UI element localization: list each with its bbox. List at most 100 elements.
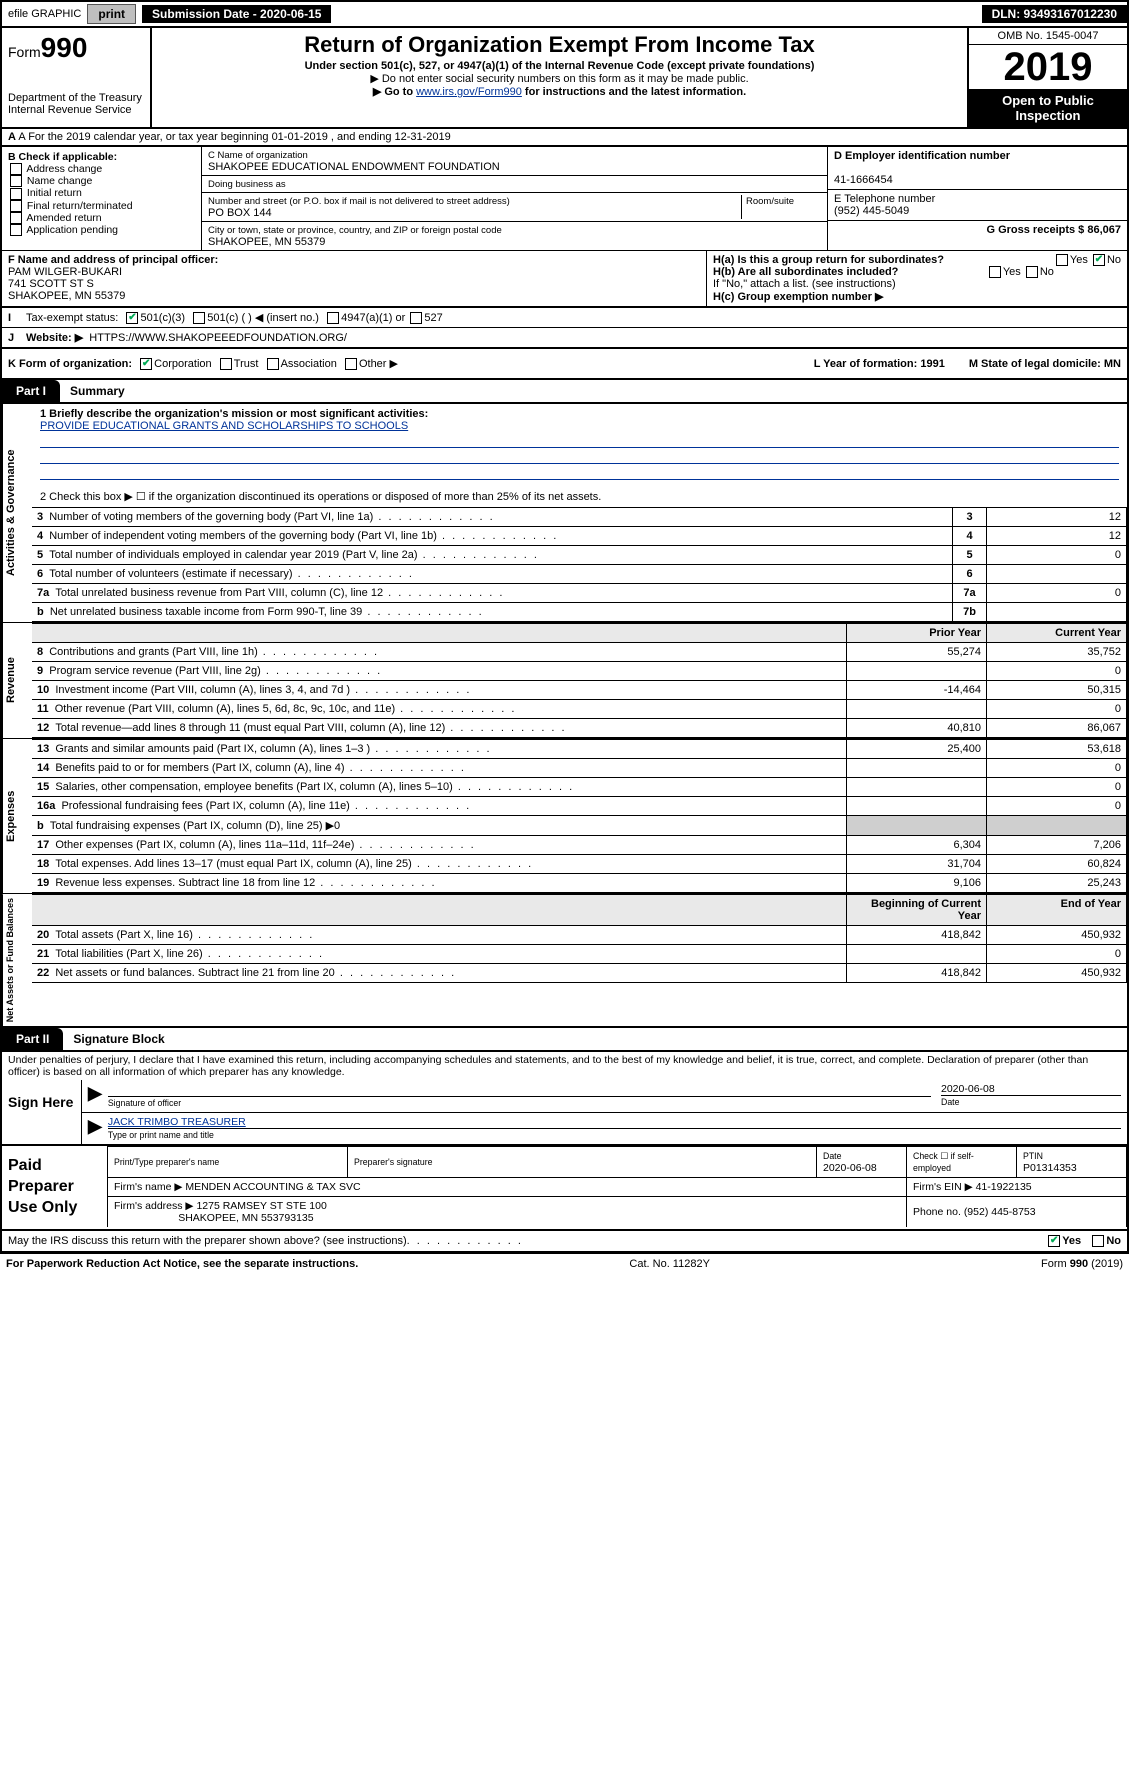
firm-phone-lbl: Phone no.: [913, 1206, 961, 1218]
form-subtitle: Under section 501(c), 527, or 4947(a)(1)…: [158, 60, 961, 72]
table-row: 22 Net assets or fund balances. Subtract…: [32, 964, 1127, 983]
state-domicile: M State of legal domicile: MN: [969, 358, 1121, 370]
org-city: SHAKOPEE, MN 55379: [208, 236, 325, 248]
ha-yes[interactable]: [1056, 254, 1068, 266]
chk-assoc[interactable]: [267, 358, 279, 370]
hb-yes[interactable]: [989, 266, 1001, 278]
preparer-label: Paid Preparer Use Only: [2, 1146, 107, 1228]
chk-corp[interactable]: [140, 358, 152, 370]
table-row: 16a Professional fundraising fees (Part …: [32, 797, 1127, 816]
rev-table: Prior Year Current Year 8 Contributions …: [32, 623, 1127, 738]
rev-section: Revenue Prior Year Current Year 8 Contri…: [0, 623, 1129, 739]
chk-address-change[interactable]: [10, 163, 22, 175]
firm-phone: (952) 445-8753: [964, 1206, 1036, 1218]
row-j: J Website: ▶ HTTPS://WWW.SHAKOPEEEDFOUND…: [0, 328, 1129, 349]
opt-other: Other ▶: [359, 357, 398, 370]
table-row: 19 Revenue less expenses. Subtract line …: [32, 874, 1127, 893]
ha-no[interactable]: [1093, 254, 1105, 266]
uline-1: [40, 434, 1119, 448]
irs-link[interactable]: www.irs.gov/Form990: [416, 86, 522, 98]
chk-name-change[interactable]: [10, 175, 22, 187]
form-prefix: Form: [8, 44, 41, 60]
chk-527[interactable]: [410, 312, 422, 324]
table-row: 6 Total number of volunteers (estimate i…: [32, 565, 1127, 584]
hc-label: H(c) Group exemption number ▶: [713, 291, 883, 303]
hb-no[interactable]: [1026, 266, 1038, 278]
prep-date-hdr: Date: [823, 1151, 841, 1161]
open-public-badge: Open to Public Inspection: [969, 89, 1127, 127]
hb-label: H(b) Are all subordinates included?: [713, 266, 898, 278]
table-row: 12 Total revenue—add lines 8 through 11 …: [32, 719, 1127, 738]
chk-initial-return[interactable]: [10, 188, 22, 200]
phone-value: (952) 445-5049: [834, 205, 909, 217]
exp-section: Expenses 13 Grants and similar amounts p…: [0, 739, 1129, 894]
rev-hdr-curr: Current Year: [987, 624, 1127, 643]
row-i: I Tax-exempt status: 501(c)(3) 501(c) ( …: [0, 308, 1129, 328]
officer-addr1: 741 SCOTT ST S: [8, 278, 94, 290]
part2-tab: Part II: [2, 1028, 63, 1050]
chk-trust[interactable]: [220, 358, 232, 370]
row-fh: F Name and address of principal officer:…: [0, 250, 1129, 308]
row-klm: K Form of organization: Corporation Trus…: [0, 349, 1129, 380]
sign-here-label: Sign Here: [2, 1080, 82, 1144]
row-a-text: A For the 2019 calendar year, or tax yea…: [18, 131, 450, 143]
discuss-text: May the IRS discuss this return with the…: [8, 1235, 407, 1247]
block-bcde: B Check if applicable: Address change Na…: [0, 147, 1129, 250]
gov-vlabel: Activities & Governance: [2, 404, 32, 622]
part2-header: Part II Signature Block: [0, 1028, 1129, 1052]
prep-check-hdr: Check ☐ if self-employed: [913, 1151, 974, 1173]
net-hdr-beg: Beginning of Current Year: [847, 895, 987, 926]
discuss-no[interactable]: [1092, 1235, 1104, 1247]
firm-name: MENDEN ACCOUNTING & TAX SVC: [185, 1181, 360, 1193]
sig-arrow-1: ▶: [88, 1083, 102, 1109]
sig-arrow-2: ▶: [88, 1116, 102, 1141]
submission-date: Submission Date - 2020-06-15: [142, 5, 331, 23]
sig-date-label: Date: [941, 1097, 959, 1107]
chk-other[interactable]: [345, 358, 357, 370]
ha-label: H(a) Is this a group return for subordin…: [713, 254, 944, 266]
mission-label: 1 Briefly describe the organization's mi…: [40, 408, 428, 420]
footer-left: For Paperwork Reduction Act Notice, see …: [6, 1258, 358, 1270]
table-row: 11 Other revenue (Part VIII, column (A),…: [32, 700, 1127, 719]
part2-title: Signature Block: [63, 1028, 174, 1050]
opt-trust: Trust: [234, 358, 259, 370]
hb-note: If "No," attach a list. (see instruction…: [713, 278, 1121, 290]
signer-name-link[interactable]: JACK TRIMBO TREASURER: [108, 1116, 246, 1128]
prep-ptin: P01314353: [1023, 1162, 1077, 1174]
org-name-label: C Name of organization: [208, 150, 308, 161]
net-table: Beginning of Current Year End of Year 20…: [32, 894, 1127, 983]
form-org-label: K Form of organization:: [8, 358, 132, 370]
note2-pre: ▶ Go to: [373, 86, 416, 98]
chk-amended[interactable]: [10, 212, 22, 224]
city-label: City or town, state or province, country…: [208, 225, 502, 236]
gross-receipts: G Gross receipts $ 86,067: [986, 224, 1121, 236]
sign-block: Sign Here ▶ Signature of officer 2020-06…: [0, 1080, 1129, 1146]
firm-ein-lbl: Firm's EIN ▶: [913, 1181, 973, 1193]
row-a: A A For the 2019 calendar year, or tax y…: [0, 129, 1129, 147]
net-vlabel: Net Assets or Fund Balances: [2, 894, 32, 1026]
footer-cat: Cat. No. 11282Y: [629, 1258, 710, 1270]
part1-title: Summary: [60, 380, 135, 402]
opt-4947: 4947(a)(1) or: [341, 312, 405, 324]
org-address: PO BOX 144: [208, 207, 272, 219]
print-button[interactable]: print: [87, 4, 136, 24]
opt-amended: Amended return: [26, 212, 101, 224]
sig-officer-label: Signature of officer: [108, 1098, 181, 1108]
col-de: D Employer identification number 41-1666…: [827, 147, 1127, 250]
preparer-block: Paid Preparer Use Only Print/Type prepar…: [0, 1146, 1129, 1230]
chk-501c[interactable]: [193, 312, 205, 324]
opt-501c3: 501(c)(3): [140, 312, 185, 324]
chk-501c3[interactable]: [126, 312, 138, 324]
discuss-yes[interactable]: [1048, 1235, 1060, 1247]
chk-final-return[interactable]: [10, 200, 22, 212]
net-hdr-blank: [32, 895, 847, 926]
table-row: 4 Number of independent voting members o…: [32, 527, 1127, 546]
chk-app-pending[interactable]: [10, 224, 22, 236]
table-row: 21 Total liabilities (Part X, line 26) 0: [32, 945, 1127, 964]
table-row: 9 Program service revenue (Part VIII, li…: [32, 662, 1127, 681]
chk-4947[interactable]: [327, 312, 339, 324]
gov-section: Activities & Governance 1 Briefly descri…: [0, 404, 1129, 623]
gov-table: 3 Number of voting members of the govern…: [32, 507, 1127, 622]
opt-name-change: Name change: [27, 175, 92, 187]
form-header: Form990 Department of the Treasury Inter…: [0, 28, 1129, 129]
